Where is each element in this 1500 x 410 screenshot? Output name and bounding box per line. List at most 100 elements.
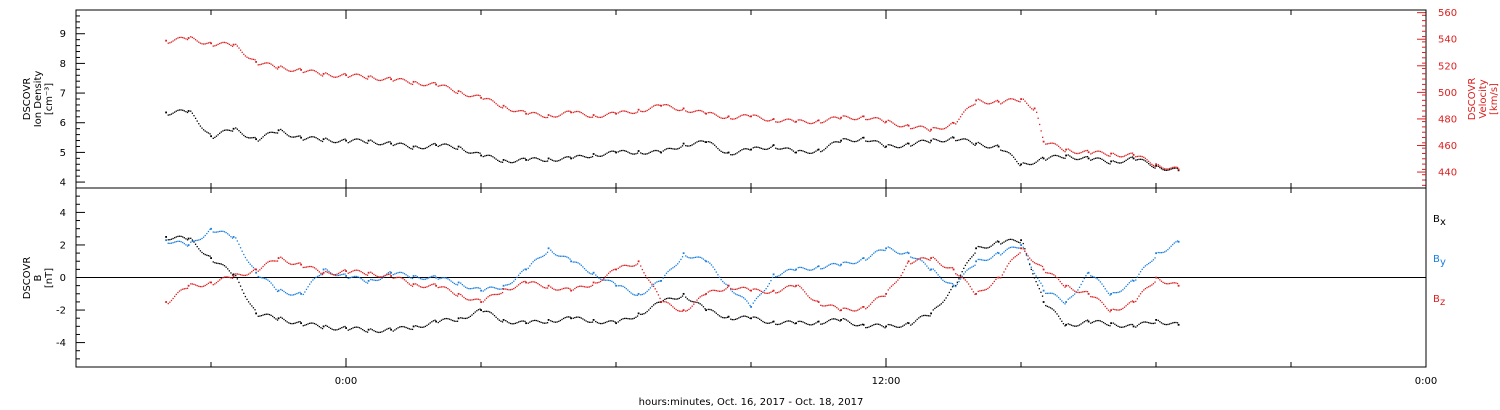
field-tick-label: -4 [56, 338, 66, 349]
velocity-dot [768, 120, 770, 122]
density-dot [628, 152, 631, 154]
Bz-dot [1157, 277, 1159, 279]
density-dot [196, 120, 198, 122]
density-dot [534, 157, 536, 159]
Bz-point [592, 281, 595, 284]
density-axis-title-line: Ion Density [33, 71, 44, 128]
By-dot [317, 275, 319, 278]
By-dot [169, 242, 171, 245]
Bz-dot [943, 266, 946, 268]
velocity-dot [479, 95, 481, 97]
By-dot [217, 231, 219, 233]
Bz-dot [942, 265, 944, 268]
Bz-point [682, 309, 685, 312]
Bz-dot [254, 268, 256, 270]
By-dot [460, 282, 462, 284]
Bx-point [412, 325, 415, 328]
Bx-point [210, 257, 212, 259]
velocity-dot [1136, 155, 1139, 158]
By-point [525, 268, 527, 271]
Bx-dot [882, 326, 885, 328]
Bx-dot [429, 322, 431, 324]
density-dot [477, 151, 480, 154]
Bz-dot [241, 274, 243, 276]
Bx-dot [259, 315, 261, 317]
By-dot [612, 281, 615, 284]
Bz-dot [855, 310, 857, 312]
Bx-point [187, 237, 190, 240]
Bx-dot [969, 257, 971, 260]
velocity-dot [468, 95, 470, 98]
Bx-dot [823, 322, 825, 325]
Bz-dot [239, 274, 242, 276]
density-dot [399, 142, 401, 144]
velocity-dot [669, 105, 671, 107]
density-dot [1154, 167, 1156, 169]
density-dot [535, 157, 537, 159]
Bx-dot [967, 259, 970, 262]
density-dot [429, 144, 431, 147]
density-dot [776, 148, 779, 150]
Bx-dot [400, 325, 402, 328]
velocity-dot [506, 107, 509, 109]
density-dot [1019, 164, 1021, 167]
density-point [660, 151, 662, 154]
By-dot [1135, 279, 1137, 281]
Bz-dot [366, 274, 369, 276]
Bx-dot [405, 326, 407, 329]
Bx-dot [1107, 324, 1110, 327]
Bx-point [907, 322, 910, 325]
Bz-dot [1151, 284, 1153, 286]
Bz-dot [622, 264, 624, 267]
Bz-point [840, 309, 842, 312]
Bx-dot [227, 268, 229, 270]
By-dot [1115, 291, 1118, 294]
Bx-dot [170, 238, 173, 240]
Bz-dot [1046, 272, 1049, 274]
By-dot [939, 276, 941, 278]
Bx-dot [280, 316, 282, 318]
By-dot [781, 272, 783, 275]
Bx-dot [739, 316, 742, 318]
density-dot [201, 127, 203, 129]
Bz-dot [175, 293, 177, 296]
velocity-dot [222, 41, 224, 44]
velocity-dot [567, 110, 570, 112]
density-dot [198, 123, 200, 125]
Bx-point [682, 292, 685, 295]
By-dot [310, 281, 312, 283]
By-dot [561, 255, 563, 257]
density-dot [1170, 168, 1172, 170]
Bz-point [907, 260, 910, 263]
velocity-dot [895, 124, 897, 127]
velocity-dot [535, 112, 537, 114]
Bz-dot [342, 269, 345, 272]
velocity-dot [1072, 151, 1074, 153]
Bx-dot [677, 298, 679, 300]
Bx-dot [1086, 319, 1089, 321]
Bz-dot [612, 269, 615, 271]
velocity-dot [1086, 149, 1089, 152]
By-dot [336, 274, 338, 277]
velocity-dot [868, 118, 870, 121]
density-dot [452, 146, 454, 149]
density-dot [1049, 156, 1052, 158]
By-dot [776, 275, 779, 278]
velocity-dot [948, 124, 950, 126]
Bz-point [750, 289, 752, 292]
Bz-dot [1090, 295, 1092, 298]
Bz-dot [672, 306, 674, 308]
Bz-dot [559, 288, 562, 291]
By-dot [239, 247, 242, 249]
By-dot [585, 269, 587, 271]
density-dot [815, 150, 817, 152]
Bx-dot [754, 316, 756, 318]
Bz-dot [587, 286, 589, 288]
Bz-dot [776, 292, 779, 294]
By-dot [778, 275, 780, 277]
Bz-dot [839, 309, 841, 312]
Bz-dot [733, 288, 735, 291]
velocity-dot [625, 110, 627, 113]
By-dot [321, 272, 324, 275]
Bz-dot [191, 283, 194, 285]
